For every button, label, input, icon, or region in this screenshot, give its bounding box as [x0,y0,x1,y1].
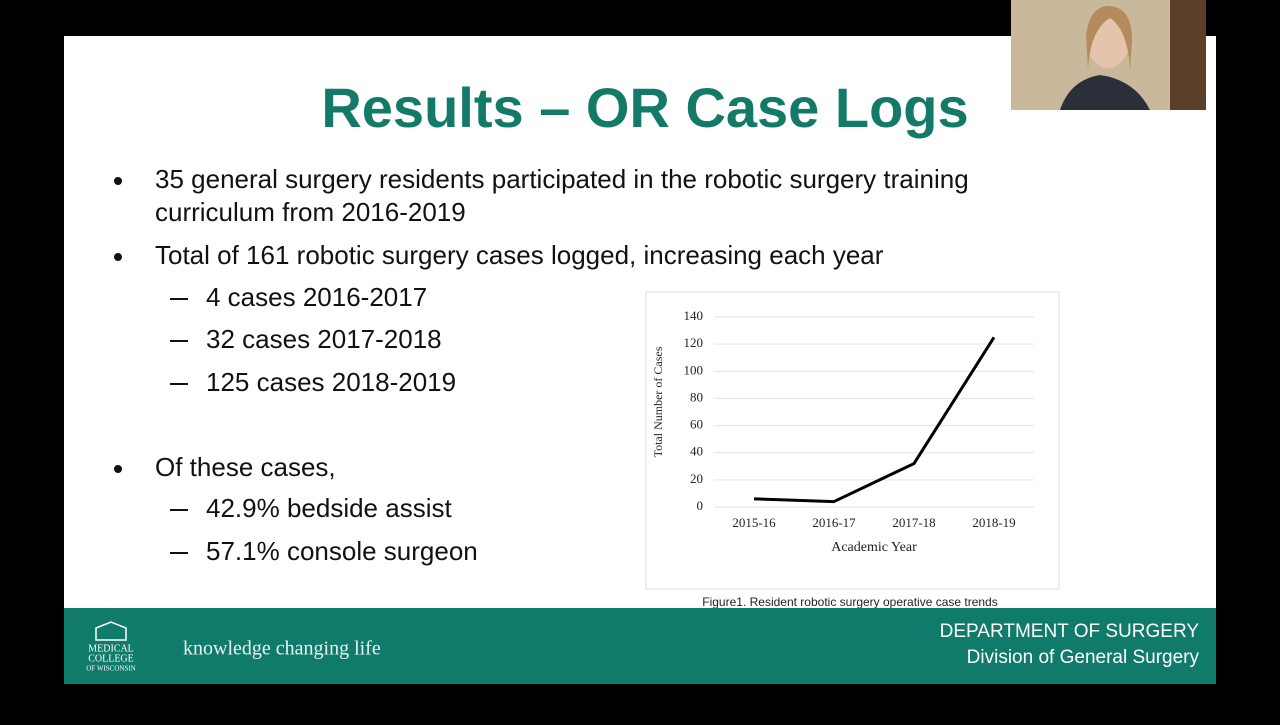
y-tick-label: 100 [684,362,704,377]
y-tick-label: 20 [690,471,703,486]
webcam-person [1086,5,1132,70]
logo: MEDICAL COLLEGE OF WISCONSIN [86,621,136,673]
y-tick-label: 0 [697,498,704,513]
bullet [114,177,122,185]
webcam-background [1170,0,1206,110]
sub-bullet-text: 125 cases 2018-2019 [206,367,456,397]
x-tick-label: 2018-19 [972,515,1015,530]
division: Division of General Surgery [967,647,1200,668]
department: DEPARTMENT OF SURGERY [940,621,1200,642]
figure-caption: Figure1. Resident robotic surgery operat… [702,595,997,609]
sub-bullet-text: 42.9% bedside assist [206,493,452,523]
webcam [1011,0,1206,110]
data-line [753,336,996,504]
logo-text: COLLEGE [88,653,134,664]
y-tick-label: 60 [690,417,703,432]
sub-bullet-text: 32 cases 2017-2018 [206,324,442,354]
logo-text: MEDICAL [88,643,134,654]
y-axis-label: Total Number of Cases [651,346,665,457]
bullet [114,465,122,473]
bullet-text: Total of 161 robotic surgery cases logge… [155,240,884,270]
y-tick-label: 40 [690,444,703,459]
footer-bar [64,608,1216,684]
y-tick-label: 120 [684,335,704,350]
chart: Academic Year Total Number of Cases 0 20 4… [645,291,1060,590]
y-tick-label: 80 [690,389,703,404]
bullet-text: curriculum from 2016-2019 [155,197,466,227]
slide-title: Results – OR Case Logs [321,76,968,139]
bullet-text: Of these cases, [155,452,336,482]
webcam-person [1060,75,1150,110]
bullet-text: 35 general surgery residents participate… [155,164,969,194]
logo-text: OF WISCONSIN [86,665,135,673]
x-tick-label: 2015-16 [732,515,776,530]
x-tick-label: 2017-18 [892,515,935,530]
x-tick-label: 2016-17 [812,515,856,530]
y-tick-label: 140 [684,308,704,323]
sub-bullet-text: 57.1% console surgeon [206,536,478,566]
x-axis-label: Academic Year [831,540,917,555]
tagline: knowledge changing life [183,638,381,660]
logo-icon [95,621,127,641]
bullets: 35 general surgery residents participate… [114,164,969,566]
sub-bullet-text: 4 cases 2016-2017 [206,282,427,312]
bullet [114,253,122,261]
